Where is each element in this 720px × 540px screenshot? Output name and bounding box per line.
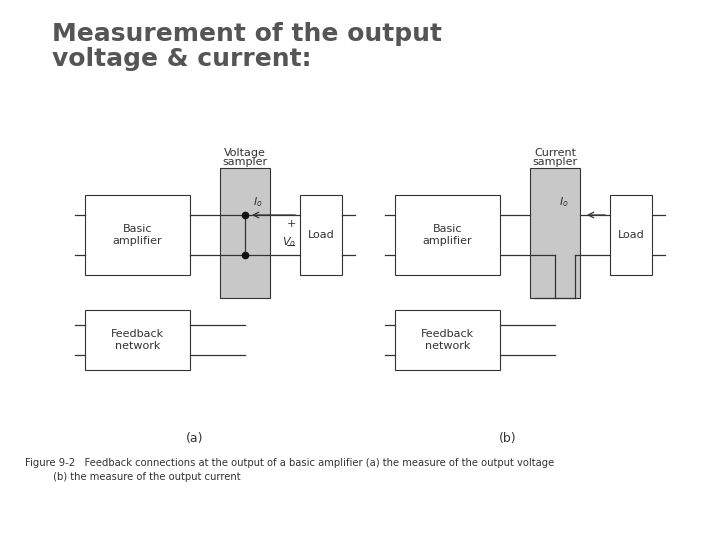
Bar (395, 195, 500, 275)
Text: $I_o$: $I_o$ (253, 195, 263, 209)
Bar (530, 168, 580, 298)
Text: Feedback: Feedback (111, 329, 164, 339)
Bar (395, 310, 500, 370)
Text: $V_o$: $V_o$ (282, 235, 296, 249)
Bar (610, 195, 652, 275)
Text: Measurement of the output: Measurement of the output (52, 22, 442, 46)
Text: amplifier: amplifier (113, 236, 162, 246)
Text: sampler: sampler (532, 157, 577, 167)
Text: network: network (425, 341, 470, 351)
Bar (85, 195, 190, 275)
Bar (300, 195, 342, 275)
Text: (b): (b) (499, 432, 517, 445)
Text: Feedback: Feedback (421, 329, 474, 339)
Text: Current: Current (534, 148, 576, 158)
Text: voltage & current:: voltage & current: (52, 47, 312, 71)
Text: Figure 9-2   Feedback connections at the output of a basic amplifier (a) the mea: Figure 9-2 Feedback connections at the o… (25, 458, 554, 468)
Text: Load: Load (307, 230, 334, 240)
Text: −: − (286, 240, 296, 253)
Text: $I_o$: $I_o$ (559, 195, 569, 209)
Bar (220, 168, 270, 298)
Text: Voltage: Voltage (224, 148, 266, 158)
Text: Basic: Basic (433, 224, 462, 234)
Bar (85, 310, 190, 370)
Text: Basic: Basic (122, 224, 152, 234)
Text: +: + (287, 219, 296, 229)
Text: Load: Load (618, 230, 644, 240)
Text: (a): (a) (186, 432, 204, 445)
Text: sampler: sampler (222, 157, 268, 167)
Text: amplifier: amplifier (423, 236, 472, 246)
Text: (b) the measure of the output current: (b) the measure of the output current (25, 472, 240, 482)
Text: network: network (114, 341, 160, 351)
